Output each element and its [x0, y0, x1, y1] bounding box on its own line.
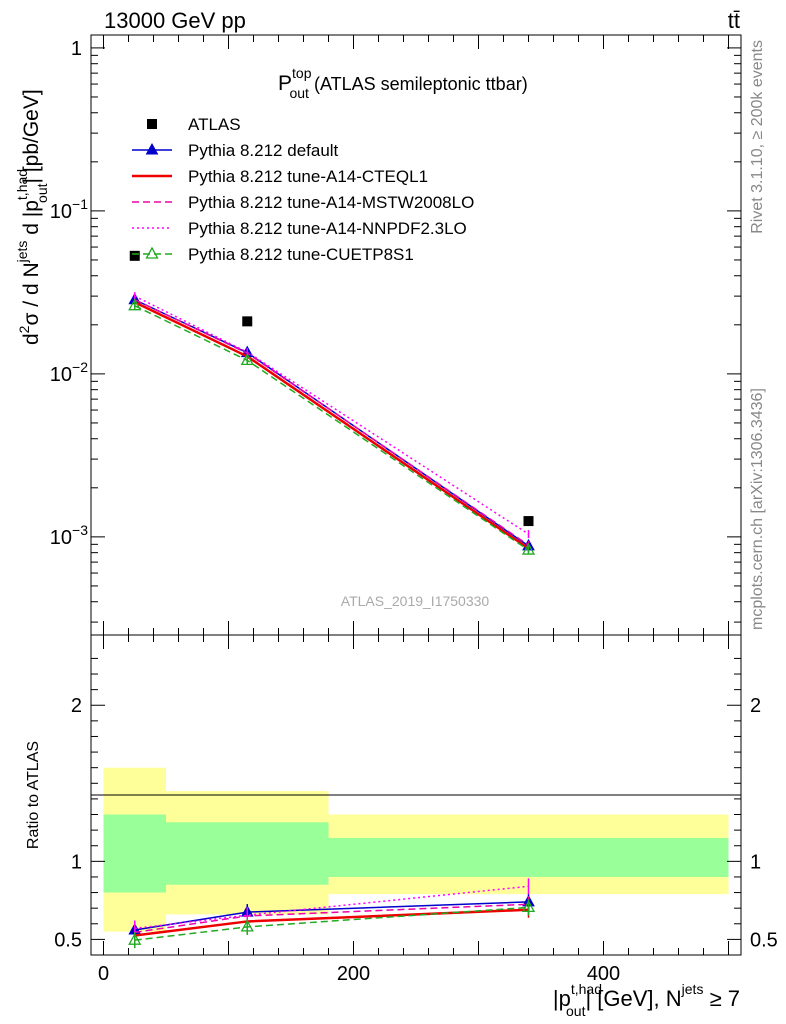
main-line-pythia-8-212-tune-cuetp8s1 — [134, 305, 529, 551]
x-tick-label: 200 — [337, 963, 370, 985]
main-series-group — [128, 250, 536, 555]
ratio-axis-ticks: 0.5 0.5 1 1 2 2 0 200 400 — [54, 635, 778, 985]
legend-label-pythia-8-212-tune-cuetp8s1: Pythia 8.212 tune-CUETP8S1 — [188, 245, 414, 264]
legend-label-pythia-8-212-tune-a14-mstw2008lo: Pythia 8.212 tune-A14-MSTW2008LO — [188, 193, 474, 212]
ratio-y-tick-label-right: 1 — [750, 851, 761, 873]
atlas-data-point — [523, 516, 534, 527]
legend: ATLAS Pythia 8.212 default Pythia 8.212 tu… — [132, 115, 474, 264]
main-y-tick-label: 10−3 — [50, 522, 88, 549]
x-tick-label: 400 — [587, 963, 620, 985]
legend-atlas-marker — [147, 119, 157, 129]
legend-label-pythia-8-212-tune-a14-cteql1: Pythia 8.212 tune-A14-CTEQL1 — [188, 167, 428, 186]
x-axis-label: |pt,had out| [GeV], Njets ≥ 7 — [553, 981, 740, 1019]
mcplots-label: mcplots.cern.ch [arXiv:1306.3436] — [749, 388, 766, 630]
main-marker-pythia-8-212-tune-cuetp8s1 — [521, 542, 536, 555]
ratio-ylabel: Ratio to ATLAS — [25, 741, 42, 849]
main-axis-ticks: 1 10−1 10−2 10−3 — [50, 35, 741, 635]
ratio-y-tick-label-left: 0.5 — [54, 929, 82, 951]
rivet-label: Rivet 3.1.10, ≥ 200k events — [749, 40, 766, 234]
ratio-uncertainty-bands — [103, 767, 729, 932]
ratio-y-tick-label-right: 2 — [750, 695, 761, 717]
atlas-data-point — [242, 316, 253, 327]
ratio-series-group — [128, 878, 536, 949]
main-y-tick-label: 10−2 — [50, 359, 88, 386]
process-label: tt̄ — [728, 8, 740, 33]
legend-marker-pythia-8-212-default — [145, 142, 159, 155]
legend-atlas-label: ATLAS — [188, 115, 241, 134]
x-tick-label: 0 — [98, 963, 109, 985]
analysis-watermark: ATLAS_2019_I1750330 — [341, 593, 490, 609]
ratio-y-tick-label-left: 2 — [71, 695, 82, 717]
atlas-data-point — [129, 250, 140, 261]
legend-label-pythia-8-212-tune-a14-nnpdf2-3lo: Pythia 8.212 tune-A14-NNPDF2.3LO — [188, 219, 467, 238]
ratio-marker-pythia-8-212-tune-cuetp8s1 — [521, 900, 536, 913]
inner-band-bin-0 — [103, 814, 166, 893]
ratio-marker-pythia-8-212-tune-cuetp8s1 — [128, 932, 142, 945]
ratio-y-tick-label-left: 1 — [71, 851, 82, 873]
energy-label: 13000 GeV pp — [104, 8, 246, 33]
plot-title: Ptop out (ATLAS semileptonic ttbar) — [278, 65, 528, 101]
inner-band-bin-2 — [328, 837, 729, 877]
main-line-pythia-8-212-tune-a14-cteql1 — [134, 301, 530, 550]
legend-label-pythia-8-212-default: Pythia 8.212 default — [188, 141, 339, 160]
main-y-tick-label: 10−1 — [50, 196, 88, 223]
ratio-line-pythia-8-212-tune-a14-nnpdf2-3lo — [134, 885, 529, 930]
main-ylabel: d2σ / d Njets d |pt,had out| [pb/GeV] — [14, 89, 50, 345]
legend-marker-pythia-8-212-tune-cuetp8s1 — [145, 246, 159, 259]
ratio-y-tick-label-right: 0.5 — [750, 929, 778, 951]
main-y-tick-label: 1 — [71, 38, 82, 60]
main-marker-pythia-8-212-tune-cuetp8s1 — [240, 353, 254, 366]
main-marker-pythia-8-212-tune-cuetp8s1 — [128, 298, 142, 311]
ratio-marker-pythia-8-212-tune-cuetp8s1 — [240, 919, 254, 932]
inner-band-bin-1 — [166, 822, 329, 885]
